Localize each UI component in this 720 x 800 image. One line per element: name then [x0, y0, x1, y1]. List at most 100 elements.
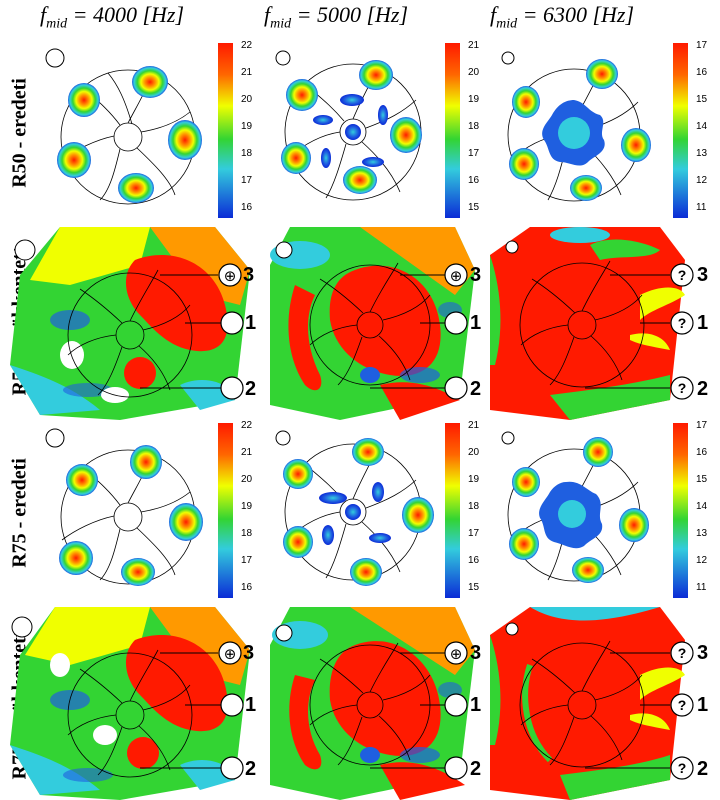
colorbar-tick: 12 [696, 555, 708, 566]
contour-plot-r75-csokkentett-6300: ? ? ? 3 1 2 [490, 607, 708, 800]
colorbar-tick: 17 [241, 555, 253, 566]
colorbar-tick: 17 [468, 528, 480, 539]
colorbar-tick: 19 [241, 121, 253, 132]
contour-plot-r75-eredeti-5000: 21 20 19 18 17 16 15 [275, 420, 480, 598]
colorbar-tick: 18 [468, 501, 480, 512]
callout-lines [585, 652, 670, 769]
colorbar-ticks: 22 21 20 19 18 17 16 [241, 420, 253, 593]
callout-lines [370, 274, 445, 389]
callout-label-3: 3 [697, 642, 708, 664]
callout-label-3: 3 [470, 642, 481, 664]
row-label-r50-eredeti: R50 - eredeti [8, 77, 31, 188]
callout-symbol: ? [678, 315, 687, 331]
callout-label-3: 3 [243, 264, 254, 286]
callout-lines [140, 652, 222, 769]
colorbar-tick: 14 [696, 121, 708, 132]
callout-symbol: ? [678, 267, 687, 283]
contour-plot-r50-csokkentett-5000: ⊕ 3 1 2 [270, 227, 481, 420]
callout-symbol: ? [678, 645, 687, 661]
colorbar-tick: 17 [696, 420, 708, 431]
colorbar-tick: 13 [696, 148, 708, 159]
callout-label-1: 1 [697, 694, 708, 716]
contour-plot-r50-eredeti-4000: 22 21 20 19 18 17 16 [45, 40, 253, 218]
callout-label-3: 3 [470, 264, 481, 286]
callout-lines [585, 274, 670, 389]
callout-label-2: 2 [245, 758, 256, 780]
contour-plot-r75-eredeti-6300: 17 16 15 14 13 12 11 [501, 420, 708, 598]
contour-plot-r75-csokkentett-5000: ⊕ 3 1 2 [270, 607, 481, 800]
contour-plot-r75-csokkentett-4000: ⊕ 3 1 2 [10, 607, 256, 800]
colorbar-tick: 16 [468, 175, 480, 186]
callout-lines [370, 652, 445, 769]
colorbar-tick: 15 [696, 474, 708, 485]
colorbar-tick: 21 [241, 447, 253, 458]
callout-markers [444, 263, 468, 400]
colorbar-tick: 18 [468, 121, 480, 132]
callout-label-1: 1 [697, 312, 708, 334]
colorbar-tick: 15 [696, 94, 708, 105]
column-header-5000: fmid = 5000 [Hz] [264, 2, 409, 32]
callout-markers [218, 263, 244, 400]
colorbar-ticks: 17 16 15 14 13 12 11 [696, 40, 708, 213]
colorbar-tick: 21 [468, 40, 480, 51]
contour-plot-r75-eredeti-4000: 22 21 20 19 18 17 16 [45, 420, 253, 598]
colorbar-tick: 20 [468, 67, 480, 78]
colorbar-tick: 18 [241, 528, 253, 539]
colorbar-tick: 14 [696, 501, 708, 512]
colorbar-ticks: 22 21 20 19 18 17 16 [241, 40, 253, 213]
callout-symbol: ⊕ [224, 268, 237, 285]
colorbar-tick: 15 [468, 202, 480, 213]
colorbar-tick: 22 [241, 40, 253, 51]
callout-label-1: 1 [245, 694, 256, 716]
colorbar-tick: 13 [696, 528, 708, 539]
callout-label-2: 2 [697, 378, 708, 400]
colorbar-ticks: 21 20 19 18 17 16 15 [468, 420, 480, 593]
callout-label-1: 1 [470, 694, 481, 716]
colorbar-tick: 16 [241, 582, 253, 593]
callout-lines [140, 274, 222, 389]
column-header-4000: fmid = 4000 [Hz] [40, 2, 185, 32]
colorbar-ticks: 21 20 19 18 17 16 15 [468, 40, 480, 213]
callout-symbol: ⊕ [224, 646, 237, 663]
colorbar-tick: 17 [468, 148, 480, 159]
column-header-6300: fmid = 6300 [Hz] [490, 2, 635, 32]
callout-symbol: ⊕ [450, 268, 463, 285]
colorbar-tick: 11 [696, 582, 707, 593]
colorbar-tick: 22 [241, 420, 253, 431]
colorbar-tick: 18 [241, 148, 253, 159]
colorbar-tick: 16 [241, 202, 253, 213]
contour-plot-r50-eredeti-5000: 21 20 19 18 17 16 15 [275, 40, 480, 218]
row-label-r75-eredeti: R75 - eredeti [8, 457, 31, 568]
colorbar-tick: 16 [696, 67, 708, 78]
colorbar-tick: 20 [468, 447, 480, 458]
colorbar-tick: 17 [241, 175, 253, 186]
callout-symbol: ⊕ [450, 646, 463, 663]
callout-label-3: 3 [243, 642, 254, 664]
callout-symbol: ? [678, 380, 687, 396]
callout-markers [670, 641, 694, 780]
contour-plot-r50-csokkentett-4000: ⊕ 3 1 2 [10, 227, 256, 420]
colorbar-tick: 12 [696, 175, 708, 186]
colorbar-tick: 20 [241, 474, 253, 485]
colorbar-tick: 19 [468, 474, 480, 485]
colorbar-tick: 16 [468, 555, 480, 566]
colorbar-ticks: 17 16 15 14 13 12 11 [696, 420, 708, 593]
contour-plot-r50-csokkentett-6300: ? ? ? 3 1 2 [490, 227, 708, 420]
callout-label-2: 2 [470, 758, 481, 780]
callout-symbol: ? [678, 760, 687, 776]
colorbar-tick: 19 [468, 94, 480, 105]
colorbar-tick: 20 [241, 94, 253, 105]
callout-label-1: 1 [470, 312, 481, 334]
callout-label-2: 2 [470, 378, 481, 400]
colorbar-tick: 17 [696, 40, 708, 51]
colorbar-tick: 21 [468, 420, 480, 431]
callout-label-1: 1 [245, 312, 256, 334]
callout-markers [670, 263, 694, 400]
callout-label-2: 2 [245, 378, 256, 400]
colorbar-tick: 19 [241, 501, 253, 512]
callout-markers [444, 641, 468, 780]
callout-markers [218, 641, 244, 780]
colorbar-tick: 11 [696, 202, 707, 213]
colorbar-tick: 16 [696, 447, 708, 458]
callout-label-2: 2 [697, 758, 708, 780]
